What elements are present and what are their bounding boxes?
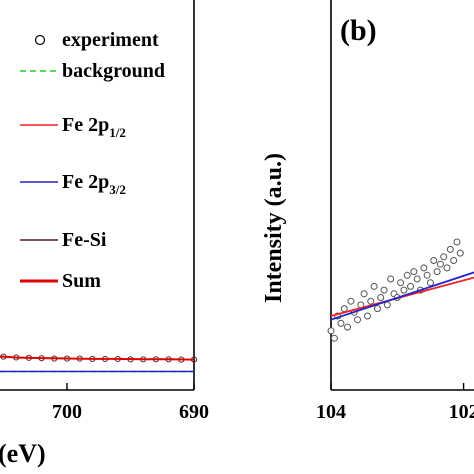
b-experiment-point [430, 257, 438, 264]
b-xtick-label: 104 [316, 401, 346, 423]
b-experiment-point [433, 268, 441, 276]
panel-b: (b) Intensity (a.u.) 104 102 [261, 0, 474, 423]
b-experiment-point [420, 264, 428, 272]
b-experiment-point [383, 301, 391, 309]
b-xtick-label: 102 [449, 401, 474, 423]
b-experiment-point [453, 238, 461, 246]
b-experiment-point [423, 271, 431, 279]
legend-marker [34, 34, 46, 46]
b-experiment-point [413, 275, 421, 283]
b-experiment-point [436, 260, 444, 268]
legend-label: Fe-Si [62, 229, 107, 251]
b-experiment-point [367, 297, 375, 305]
panel-a-legend: experiment background Fe 2p1/2 Fe 2p3/2 Fe-S… [20, 29, 165, 292]
panel-a-xlabel: (eV) [0, 439, 46, 468]
panel-b-series [327, 238, 474, 342]
b-experiment-point [360, 290, 368, 298]
legend-entry-4: Fe-Si [20, 229, 107, 251]
b-experiment-point [407, 282, 415, 290]
b-experiment-point [387, 275, 395, 283]
legend-label: Fe 2p1/2 [62, 114, 126, 140]
legend-label: background [62, 60, 165, 82]
b-experiment-point [456, 249, 464, 257]
b-experiment-point [327, 327, 335, 335]
b-experiment-point [397, 279, 405, 287]
b-experiment-point [380, 286, 388, 294]
a-xtick-label: 700 [52, 401, 82, 423]
b-experiment-point [347, 297, 355, 305]
b-experiment-point [410, 268, 418, 276]
b-experiment-point [363, 312, 371, 320]
panel-b-ylabel: Intensity (a.u.) [261, 153, 287, 303]
legend-entry-5: Sum [20, 270, 101, 292]
panel-a: experiment background Fe 2p1/2 Fe 2p3/2 Fe-S… [0, 0, 209, 468]
b-experiment-point [446, 245, 454, 253]
b-experiment-point [330, 334, 338, 342]
b-experiment-point [400, 286, 408, 294]
b-experiment-point [370, 282, 378, 290]
panel-b-ticks: 104 102 [316, 383, 474, 423]
b-experiment-point [440, 253, 448, 261]
b-experiment-point [373, 305, 381, 313]
legend-label: Sum [62, 270, 101, 292]
b-experiment-point [443, 264, 451, 272]
legend-entry-2: Fe 2p1/2 [20, 114, 126, 140]
b-experiment-point [337, 319, 345, 327]
legend-entry-1: background [20, 60, 165, 82]
b-experiment-point [450, 257, 458, 264]
b-experiment-point [426, 279, 434, 287]
b-experiment-point [354, 316, 362, 324]
panel-a-series [0, 353, 198, 373]
legend-label: experiment [62, 29, 159, 51]
legend-label: Fe 2p3/2 [62, 171, 126, 197]
panel-a-ticks: 700 690 [52, 383, 209, 423]
panel-b-label: (b) [340, 14, 377, 47]
legend-entry-0: experiment [34, 29, 159, 51]
b-experiment-point [403, 271, 411, 279]
a-series-sum [0, 355, 195, 361]
b-experiment-point [344, 323, 352, 331]
legend-entry-3: Fe 2p3/2 [20, 171, 126, 197]
b-experiment-point [340, 305, 348, 313]
a-xtick-label: 690 [179, 401, 209, 423]
b-series-fit [330, 271, 474, 321]
b-experiment-point [377, 294, 385, 301]
